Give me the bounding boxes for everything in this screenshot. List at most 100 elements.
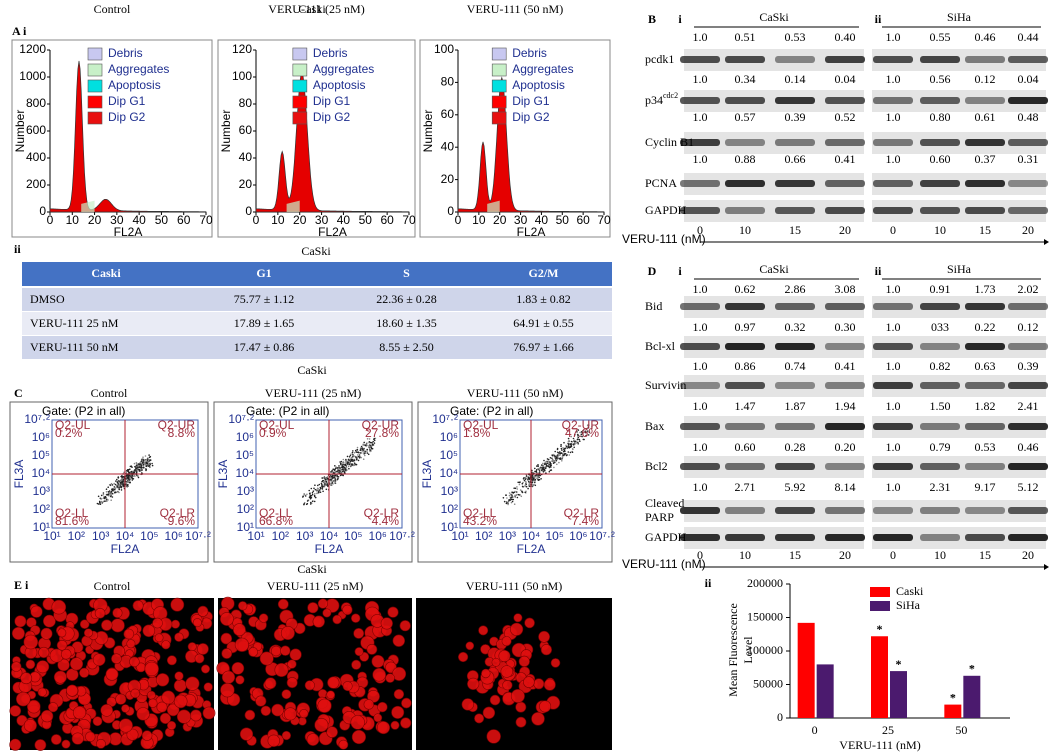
event-dot [558, 457, 561, 460]
cell [376, 721, 390, 735]
event-dot [569, 445, 571, 448]
event-dot [544, 466, 547, 468]
densitometry-value: 0.60 [930, 152, 951, 166]
densitometry-value: 0.31 [1018, 152, 1039, 166]
cell [220, 632, 233, 645]
y-tick-label: 0 [39, 204, 46, 218]
cell [112, 607, 123, 619]
event-dot [373, 442, 376, 444]
x-axis-label: VERU-111 (nM) [622, 232, 706, 246]
event-dot [110, 491, 112, 494]
event-dot [575, 442, 578, 444]
event-dot [126, 484, 129, 486]
densitometry-value: 0.79 [930, 440, 951, 454]
image-title: VERU-111 (25 nM) [267, 579, 363, 593]
event-dot [143, 462, 146, 465]
event-dot [542, 468, 544, 470]
event-dot [352, 464, 355, 467]
event-dot [346, 463, 348, 465]
event-dot [364, 454, 366, 457]
protein-label: Bcl2 [645, 459, 668, 473]
cell [56, 639, 68, 651]
table-cell: 76.97 ± 1.66 [513, 340, 574, 354]
event-dot [362, 458, 365, 461]
table-header: G2/M [529, 266, 559, 280]
event-dot [573, 446, 575, 449]
event-dot [368, 441, 371, 443]
cell [531, 711, 545, 726]
dose-label: 15 [789, 548, 801, 562]
event-dot [364, 452, 366, 455]
panel-label: C [14, 386, 23, 400]
legend-swatch [491, 111, 507, 125]
event-dot [363, 441, 366, 444]
table-cell: 8.55 ± 2.50 [379, 340, 434, 354]
densitometry-value: 1.73 [975, 282, 996, 296]
cell [400, 717, 412, 729]
event-dot [314, 488, 317, 491]
densitometry-value: 0.53 [975, 440, 996, 454]
event-dot [565, 444, 567, 447]
blot-band [873, 534, 913, 541]
y-axis-label: FL3A [420, 460, 434, 489]
event-dot [553, 466, 555, 469]
event-dot [107, 499, 109, 501]
event-dot [540, 478, 542, 480]
blot-strip [684, 173, 864, 195]
table-cell: 17.89 ± 1.65 [234, 316, 295, 330]
densitometry-value: 0.55 [930, 30, 951, 44]
event-dot [146, 462, 149, 465]
event-dot [149, 459, 152, 461]
dose-label: 10 [739, 548, 751, 562]
event-dot [331, 482, 334, 484]
event-dot [149, 466, 151, 468]
event-dot [527, 476, 530, 479]
x-axis-label: VERU-111 (nM) [622, 557, 706, 571]
event-dot [577, 443, 579, 445]
event-dot [105, 491, 108, 493]
y-tick-label: 120 [232, 42, 252, 56]
cell [96, 738, 106, 749]
event-dot [97, 503, 100, 505]
blot-band [1008, 423, 1048, 430]
legend-swatch [292, 47, 308, 61]
blot-band [873, 382, 913, 389]
x-tick-label: 10⁷·² [185, 529, 211, 543]
event-dot [532, 479, 535, 481]
event-dot [111, 488, 113, 490]
cell [156, 701, 168, 713]
bar [944, 704, 962, 718]
event-dot [145, 459, 148, 461]
densitometry-value: 1.0 [886, 399, 901, 413]
cell [533, 678, 545, 690]
event-dot [330, 471, 332, 473]
event-dot [339, 474, 342, 477]
cell [351, 613, 361, 623]
quadrant-name: Q2-UL [463, 418, 499, 432]
cell [234, 637, 249, 652]
blot-band [965, 423, 1005, 430]
event-dot [347, 465, 350, 468]
cell [23, 718, 37, 732]
densitometry-value: 8.14 [835, 480, 856, 494]
event-dot [145, 462, 148, 465]
y-tick-label: 10⁵ [236, 448, 254, 462]
bar [816, 664, 834, 718]
blot-band [825, 463, 865, 470]
dose-label: 0 [890, 548, 896, 562]
event-dot [356, 458, 358, 460]
blot-band [825, 97, 865, 104]
event-dot [360, 445, 363, 448]
cell [550, 658, 561, 668]
event-dot [357, 459, 360, 462]
quadrant-name: Q2-LR [564, 506, 600, 520]
event-dot [555, 454, 557, 457]
event-dot [568, 446, 571, 449]
x-tick-label: 60 [177, 213, 191, 227]
sub-label: i [678, 264, 682, 278]
event-dot [588, 430, 591, 433]
table-cell: VERU-111 25 nM [30, 316, 119, 330]
event-dot [513, 487, 515, 490]
event-dot [333, 479, 336, 481]
event-dot [551, 457, 553, 460]
